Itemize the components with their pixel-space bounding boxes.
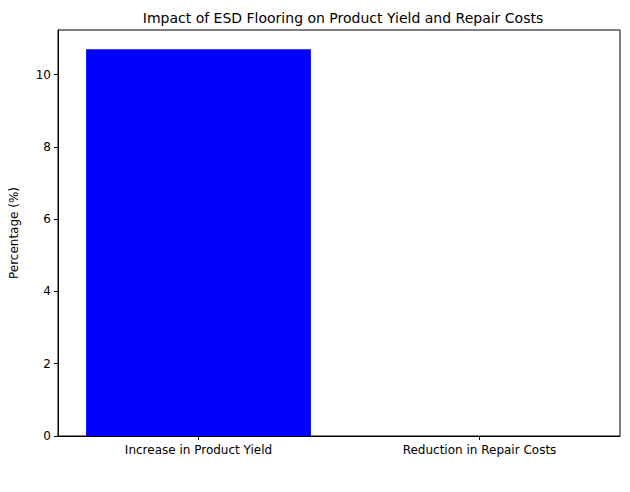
- svg-text:2: 2: [43, 357, 51, 371]
- svg-text:4: 4: [43, 284, 51, 298]
- svg-text:Reduction in Repair Costs: Reduction in Repair Costs: [403, 443, 557, 457]
- svg-text:6: 6: [43, 212, 51, 226]
- svg-text:Impact of ESD Flooring on Prod: Impact of ESD Flooring on Product Yield …: [143, 10, 543, 26]
- svg-text:10: 10: [36, 68, 51, 82]
- svg-text:Increase in Product Yield: Increase in Product Yield: [125, 443, 272, 457]
- svg-text:Percentage (%): Percentage (%): [7, 187, 21, 279]
- svg-text:8: 8: [43, 140, 51, 154]
- svg-text:0: 0: [43, 429, 51, 443]
